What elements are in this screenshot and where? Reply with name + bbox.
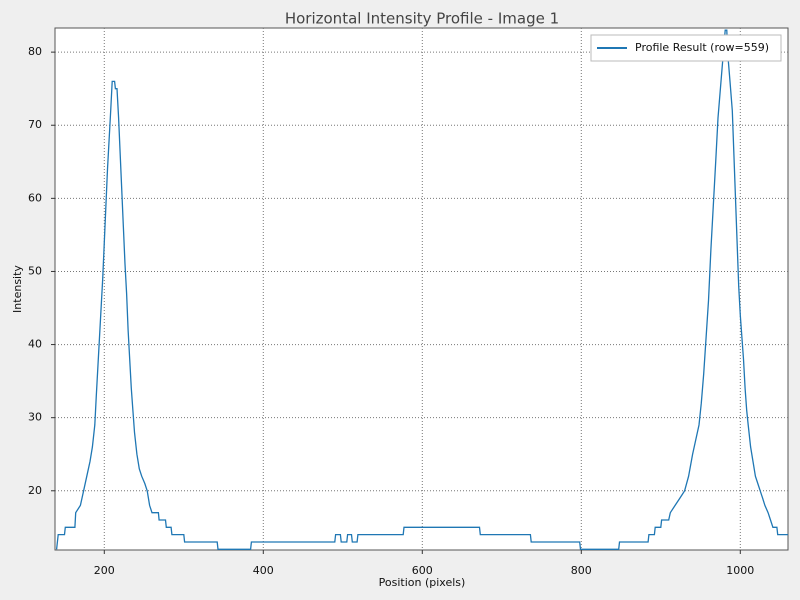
y-tick-label: 30 — [28, 411, 42, 424]
chart-title: Horizontal Intensity Profile - Image 1 — [285, 10, 559, 28]
x-tick-label: 600 — [412, 564, 433, 577]
x-tick-label: 200 — [94, 564, 115, 577]
y-tick-label: 50 — [28, 264, 42, 277]
x-axis-label: Position (pixels) — [379, 576, 466, 589]
y-tick-label: 80 — [28, 45, 42, 58]
y-tick-label: 40 — [28, 338, 42, 351]
plot-area — [54, 27, 789, 551]
x-tick-label: 400 — [253, 564, 274, 577]
x-tick-label: 1000 — [726, 564, 754, 577]
y-tick-label: 20 — [28, 484, 42, 497]
y-tick-label: 70 — [28, 118, 42, 131]
line-series — [55, 29, 788, 550]
legend-label: Profile Result (row=559) — [635, 41, 769, 54]
y-axis-label: Intensity — [11, 265, 24, 313]
y-tick-label: 60 — [28, 191, 42, 204]
x-tick-label: 800 — [571, 564, 592, 577]
